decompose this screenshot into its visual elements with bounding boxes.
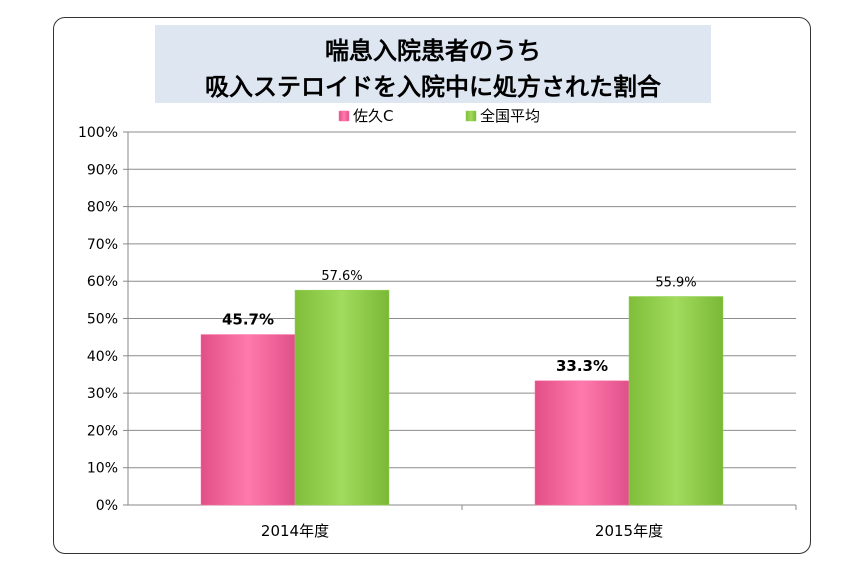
chart-title: 喘息入院患者のうち 吸入ステロイドを入院中に処方された割合 — [155, 25, 711, 103]
y-tick-label: 30% — [87, 386, 118, 402]
x-tick-label: 2015年度 — [595, 522, 663, 540]
legend-swatch — [338, 110, 350, 122]
legend-label: 佐久C — [353, 107, 393, 125]
legend-swatch — [465, 110, 477, 122]
y-tick-label: 80% — [87, 200, 118, 216]
y-tick-label: 10% — [87, 461, 118, 477]
bar — [200, 334, 296, 506]
data-label: 33.3% — [556, 357, 608, 375]
y-tick-label: 50% — [87, 312, 118, 328]
chart-title-line-1: 喘息入院患者のうち — [325, 37, 541, 65]
data-label: 57.6% — [321, 269, 362, 284]
x-tick-label: 2014年度 — [261, 522, 329, 540]
data-label: 45.7% — [222, 311, 274, 329]
y-tick-label: 0% — [96, 498, 118, 514]
y-tick-label: 40% — [87, 349, 118, 365]
y-tick-label: 20% — [87, 423, 118, 439]
bar — [628, 296, 724, 506]
bar — [534, 380, 630, 506]
y-tick-label: 60% — [87, 274, 118, 290]
y-tick-label: 90% — [87, 162, 118, 178]
legend-label: 全国平均 — [480, 107, 540, 125]
data-label: 55.9% — [655, 275, 696, 290]
y-tick-label: 70% — [87, 237, 118, 253]
chart-title-line-2: 吸入ステロイドを入院中に処方された割合 — [205, 73, 661, 101]
bar — [294, 289, 390, 506]
y-tick-label: 100% — [78, 125, 118, 141]
